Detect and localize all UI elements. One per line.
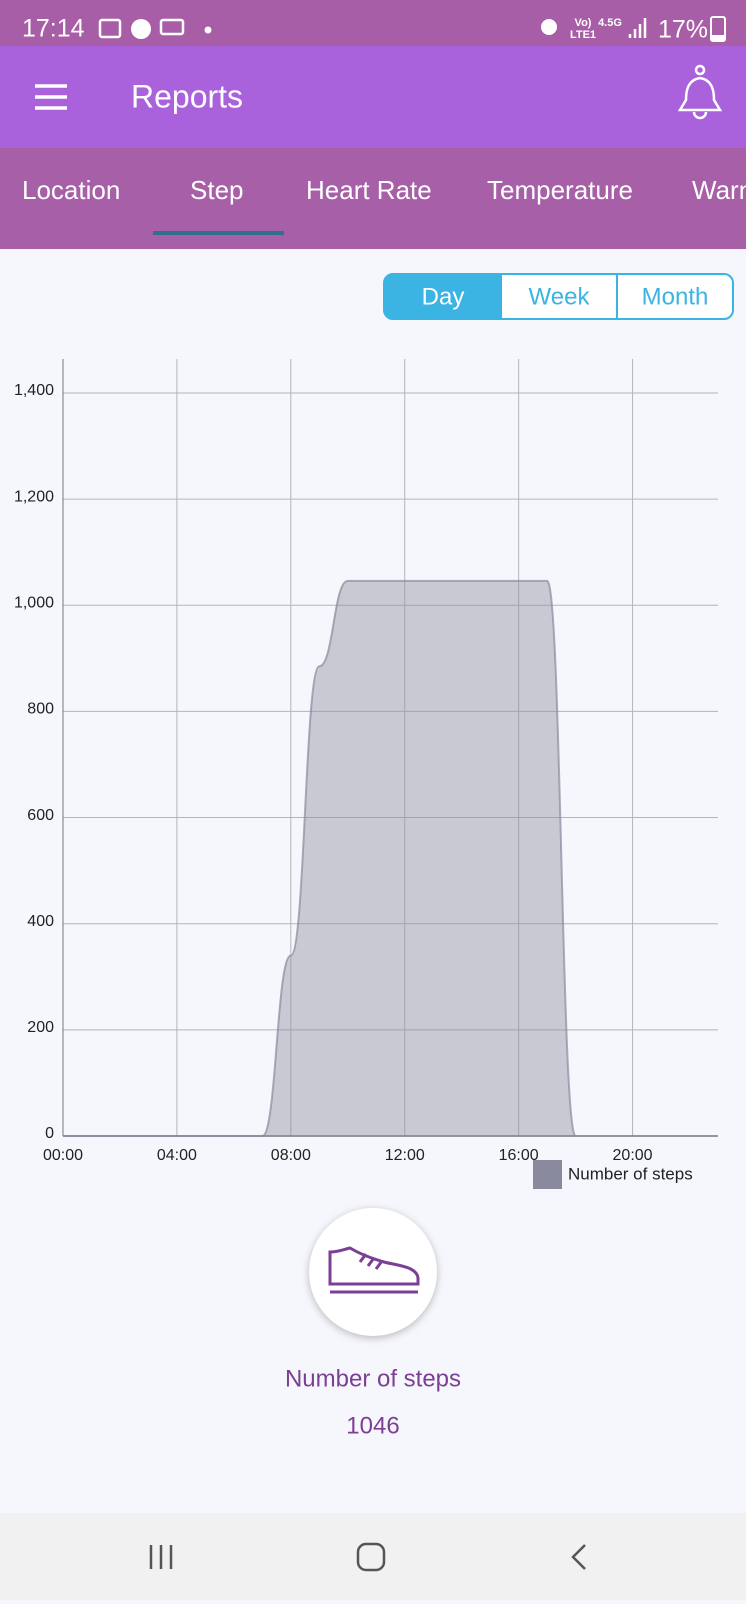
battery-label: 17% [658,16,708,44]
status-bar [0,0,746,46]
legend-swatch [533,1160,562,1189]
laptop-icon [159,18,185,36]
y-tick-label: 0 [45,1125,54,1142]
period-option[interactable]: Week [529,283,591,310]
y-tick-label: 800 [27,701,54,718]
app-bar [0,46,746,148]
shoe-icon [328,1246,420,1294]
tab[interactable]: Location [22,175,120,205]
summary-label: Number of steps [285,1365,461,1392]
x-tick-label: 04:00 [157,1147,197,1164]
recent-apps-button[interactable] [149,1545,173,1569]
tab-indicator [153,231,284,235]
x-tick-label: 20:00 [613,1147,653,1164]
status-time: 17:14 [22,15,85,43]
dot-icon [204,26,212,34]
back-button[interactable] [571,1544,586,1570]
tab[interactable]: Heart Rate [306,175,432,205]
facebook-icon [131,19,151,39]
nav-bar [0,1513,746,1600]
legend-label: Number of steps [568,1164,693,1183]
area-line [63,579,577,1137]
network-label: 4.5G [598,17,622,29]
y-tick-label: 1,200 [14,488,54,505]
y-tick-label: 200 [27,1019,54,1036]
period-option[interactable]: Month [642,283,709,310]
signal-icon [628,18,647,38]
lte-label: LTE1 [570,29,596,41]
battery-level [711,35,725,41]
app-title: Reports [131,78,243,114]
tab[interactable]: Step [190,175,244,205]
home-button[interactable] [356,1542,386,1572]
x-tick-label: 08:00 [271,1147,311,1164]
area-fill [63,580,576,1136]
y-tick-label: 1,000 [14,594,54,611]
notification-button[interactable] [677,64,723,120]
period-selected [384,274,502,319]
tab[interactable]: Warning [692,175,746,205]
y-tick-label: 600 [27,807,54,824]
tab-bar [0,148,746,249]
summary-value: 1046 [346,1412,399,1439]
menu-button[interactable] [35,84,67,110]
x-tick-label: 16:00 [499,1147,539,1164]
y-tick-label: 400 [27,913,54,930]
steps-icon-circle [309,1208,437,1336]
gallery-icon [98,18,122,39]
tab[interactable]: Temperature [487,175,633,205]
period-option[interactable]: Day [422,283,465,310]
volte-label: Vo) [575,17,592,29]
y-tick-label: 1,400 [14,382,54,399]
x-tick-label: 12:00 [385,1147,425,1164]
x-tick-label: 00:00 [43,1147,83,1164]
location-icon [541,19,557,35]
